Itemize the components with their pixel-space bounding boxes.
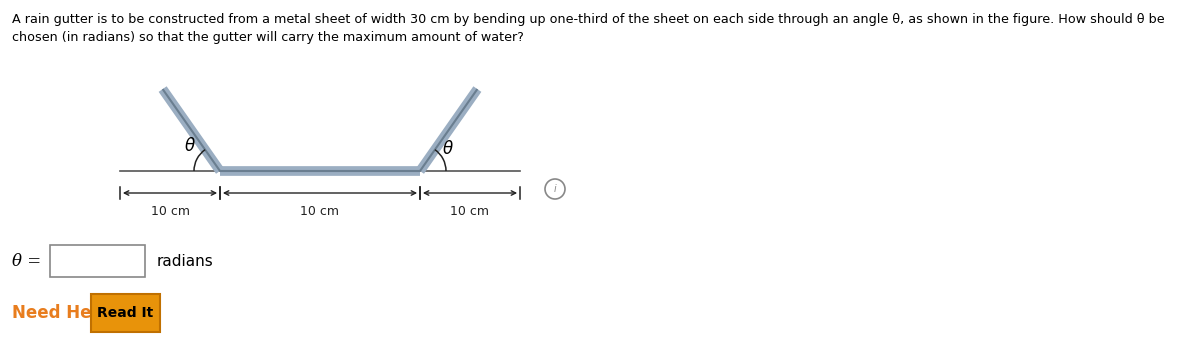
Text: 10 cm: 10 cm [300,205,340,218]
Text: radians: radians [157,253,214,269]
Text: θ: θ [443,140,454,158]
Text: Read It: Read It [97,306,154,320]
Text: θ =: θ = [12,252,41,270]
Text: A rain gutter is to be constructed from a metal sheet of width 30 cm by bending : A rain gutter is to be constructed from … [12,13,1165,26]
Text: chosen (in radians) so that the gutter will carry the maximum amount of water?: chosen (in radians) so that the gutter w… [12,31,524,44]
FancyBboxPatch shape [91,294,160,332]
FancyBboxPatch shape [50,245,145,277]
Text: Need Help?: Need Help? [12,304,119,322]
Text: 10 cm: 10 cm [450,205,490,218]
Text: θ: θ [185,137,196,155]
Text: i: i [553,184,557,194]
Text: 10 cm: 10 cm [150,205,190,218]
